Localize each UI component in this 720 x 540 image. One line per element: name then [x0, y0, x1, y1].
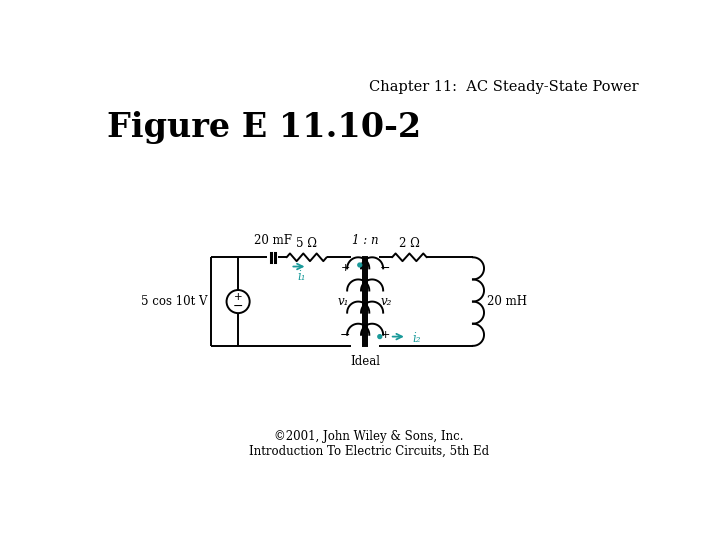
Text: 1 : n: 1 : n — [352, 234, 379, 247]
Text: 20 mH: 20 mH — [487, 295, 527, 308]
Circle shape — [358, 263, 361, 267]
Text: v₁: v₁ — [338, 295, 349, 308]
Circle shape — [378, 335, 382, 339]
Text: Figure E 11.10-2: Figure E 11.10-2 — [107, 111, 421, 144]
Text: Ideal: Ideal — [350, 355, 380, 368]
Text: ©2001, John Wiley & Sons, Inc.
Introduction To Electric Circuits, 5th Ed: ©2001, John Wiley & Sons, Inc. Introduct… — [249, 430, 489, 457]
Text: 20 mF: 20 mF — [253, 234, 292, 247]
Text: 5 cos 10t V: 5 cos 10t V — [141, 295, 207, 308]
Text: −: − — [233, 300, 243, 313]
Text: 5 Ω: 5 Ω — [296, 237, 317, 249]
Text: +: + — [380, 330, 390, 340]
Text: v₂: v₂ — [381, 295, 392, 308]
Text: −: − — [340, 328, 351, 342]
Text: +: + — [341, 263, 350, 273]
Text: +: + — [234, 292, 243, 302]
Text: i₂: i₂ — [413, 333, 421, 346]
Text: 2 Ω: 2 Ω — [399, 237, 420, 249]
Text: Chapter 11:  AC Steady-State Power: Chapter 11: AC Steady-State Power — [369, 80, 639, 94]
Text: −: − — [380, 261, 390, 274]
Text: i₁: i₁ — [297, 269, 305, 282]
